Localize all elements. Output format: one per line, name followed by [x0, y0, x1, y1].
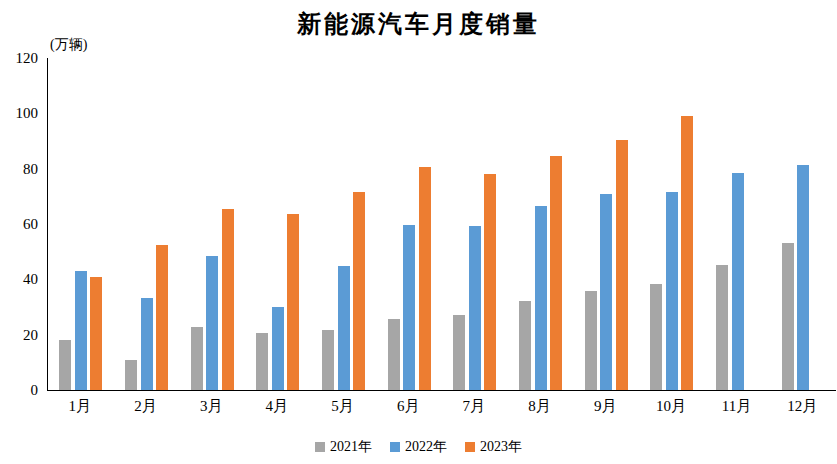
- legend-label: 2022年: [405, 438, 447, 456]
- bar-group-month-12: [770, 58, 836, 390]
- bar-2021-m10: [650, 284, 662, 390]
- bar-2022-m2: [141, 298, 153, 390]
- bar-2021-m7: [453, 315, 465, 390]
- bar-2022-m1: [75, 271, 87, 390]
- bar-2023-m1: [90, 277, 102, 390]
- bar-2023-m10: [681, 116, 693, 390]
- bar-2021-m11: [716, 265, 728, 390]
- x-tick-month-3: 3月: [178, 397, 244, 416]
- legend-swatch-icon: [315, 442, 325, 452]
- legend-label: 2021年: [330, 438, 372, 456]
- legend: 2021年 2022年 2023年: [0, 438, 837, 456]
- x-tick-month-8: 8月: [507, 397, 573, 416]
- bar-2022-m10: [666, 192, 678, 390]
- bar-group-month-4: [245, 58, 311, 390]
- x-tick-month-4: 4月: [244, 397, 310, 416]
- bar-2021-m5: [322, 330, 334, 390]
- bar-2022-m3: [206, 256, 218, 390]
- x-axis-labels: 1月2月3月4月5月6月7月8月9月10月11月12月: [47, 397, 835, 416]
- bar-2022-m11: [732, 173, 744, 390]
- bar-group-month-3: [179, 58, 245, 390]
- chart-title: 新能源汽车月度销量: [0, 8, 837, 40]
- bar-2023-m8: [550, 156, 562, 390]
- x-tick-month-7: 7月: [441, 397, 507, 416]
- y-tick-60: 60: [0, 215, 38, 233]
- y-tick-20: 20: [0, 326, 38, 344]
- bar-2021-m1: [59, 340, 71, 390]
- x-tick-month-1: 1月: [47, 397, 113, 416]
- bar-2021-m3: [191, 327, 203, 390]
- x-tick-month-11: 11月: [704, 397, 770, 416]
- bar-2022-m8: [535, 206, 547, 390]
- bar-2023-m3: [222, 209, 234, 390]
- bar-2023-m5: [353, 192, 365, 390]
- bar-2021-m2: [125, 360, 137, 390]
- plot-area: [47, 58, 836, 391]
- bar-2022-m6: [403, 225, 415, 390]
- bar-2021-m6: [388, 319, 400, 390]
- x-tick-month-5: 5月: [310, 397, 376, 416]
- legend-swatch-icon: [390, 442, 400, 452]
- bar-2022-m12: [797, 165, 809, 390]
- bar-2022-m7: [469, 226, 481, 390]
- x-tick-month-9: 9月: [572, 397, 638, 416]
- legend-item-2022: 2022年: [390, 438, 447, 456]
- bar-2021-m4: [256, 333, 268, 390]
- x-tick-month-12: 12月: [769, 397, 835, 416]
- y-tick-40: 40: [0, 270, 38, 288]
- bar-2023-m2: [156, 245, 168, 390]
- y-tick-120: 120: [0, 49, 38, 67]
- bar-2021-m9: [585, 291, 597, 390]
- bar-group-month-10: [639, 58, 705, 390]
- bar-group-month-8: [508, 58, 574, 390]
- bar-group-month-7: [442, 58, 508, 390]
- bar-group-month-11: [705, 58, 771, 390]
- y-tick-80: 80: [0, 160, 38, 178]
- bar-2023-m4: [287, 214, 299, 390]
- y-tick-0: 0: [0, 381, 38, 399]
- legend-item-2023: 2023年: [465, 438, 522, 456]
- x-tick-month-2: 2月: [113, 397, 179, 416]
- bar-2022-m5: [338, 266, 350, 390]
- bar-group-month-5: [311, 58, 377, 390]
- bar-group-month-6: [376, 58, 442, 390]
- bar-2022-m9: [600, 194, 612, 390]
- bar-2021-m8: [519, 301, 531, 390]
- bar-2021-m12: [782, 243, 794, 390]
- bar-2023-m9: [616, 140, 628, 390]
- x-tick-month-10: 10月: [638, 397, 704, 416]
- bar-group-month-2: [114, 58, 180, 390]
- y-tick-100: 100: [0, 104, 38, 122]
- y-axis-unit-label: (万辆): [50, 36, 87, 54]
- bar-2022-m4: [272, 307, 284, 390]
- legend-swatch-icon: [465, 442, 475, 452]
- bar-group-month-1: [48, 58, 114, 390]
- legend-label: 2023年: [480, 438, 522, 456]
- bar-2023-m6: [419, 167, 431, 390]
- bar-group-month-9: [573, 58, 639, 390]
- legend-item-2021: 2021年: [315, 438, 372, 456]
- bar-2023-m7: [484, 174, 496, 390]
- x-tick-month-6: 6月: [375, 397, 441, 416]
- chart-canvas: 新能源汽车月度销量 (万辆) 0 20 40 60 80 100 120 1月2月3月4月5…: [0, 0, 837, 464]
